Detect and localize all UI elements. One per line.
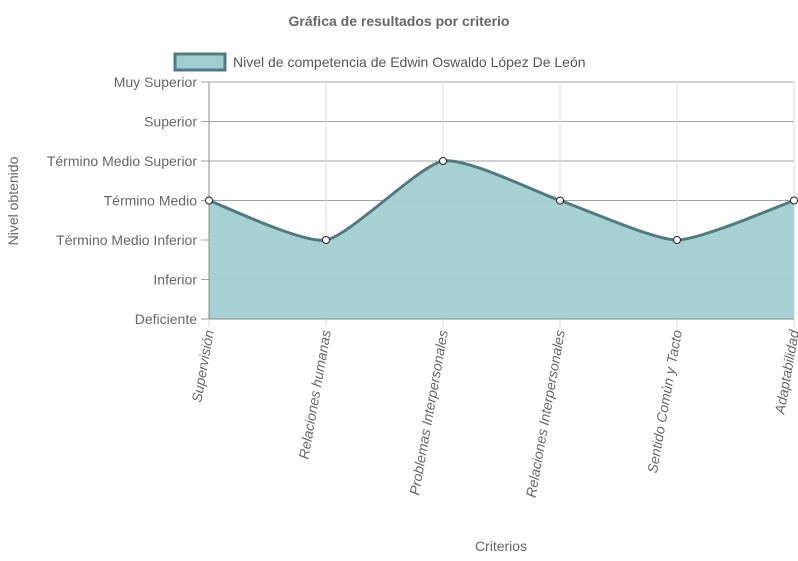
data-points: [205, 157, 798, 244]
x-tick-label: Problemas Interpersonales: [406, 329, 451, 497]
x-tick-label: Relaciones humanas: [295, 329, 333, 461]
chart-title: Gráfica de resultados por criterio: [289, 13, 510, 29]
legend-swatch: [173, 52, 227, 72]
data-point: [673, 236, 681, 244]
y-tick-label: Deficiente: [135, 311, 197, 327]
legend-label: Nivel de competencia de Edwin Oswaldo Ló…: [233, 54, 586, 70]
y-tick-label: Término Medio Inferior: [56, 232, 197, 248]
y-tick-label: Inferior: [153, 272, 197, 288]
x-tick-label: Relaciones Interpersonales: [523, 329, 568, 499]
y-tick-labels: Deficiente Inferior Término Medio Inferior…: [47, 74, 198, 327]
x-tick-label: Sentido Común y Tacto: [644, 329, 685, 475]
y-tick-label: Término Medio: [104, 193, 198, 209]
x-tick-label: Adaptabilidad: [771, 328, 798, 417]
y-tick-label: Superior: [144, 114, 197, 130]
series-line: [208, 159, 795, 242]
y-axis-title: Nivel obtenido: [5, 156, 21, 245]
legend: Nivel de competencia de Edwin Oswaldo Ló…: [173, 52, 586, 72]
data-point: [790, 196, 798, 205]
x-tick-labels: Supervisión Relaciones humanas Problemas I…: [188, 328, 798, 499]
series-area: [209, 160, 794, 319]
x-axis-title: Criterios: [475, 538, 527, 554]
data-point: [439, 157, 447, 165]
y-tick-label: Término Medio Superior: [47, 153, 198, 169]
data-point: [322, 236, 330, 244]
x-tick-label: Supervisión: [188, 329, 216, 404]
y-tick-label: Muy Superior: [114, 74, 198, 90]
data-point: [205, 196, 213, 205]
data-point: [556, 196, 564, 205]
